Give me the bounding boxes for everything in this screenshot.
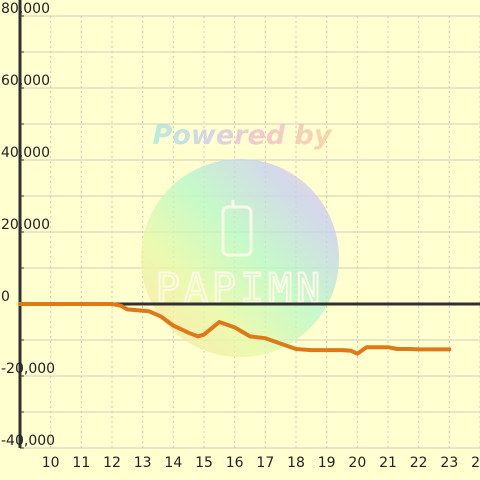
x-tick-label: 23 (440, 455, 458, 471)
y-tick-label: 80,000 (1, 1, 50, 17)
x-tick-label: 24 (471, 455, 480, 471)
series-line-1 (18, 302, 452, 356)
series-layer (18, 302, 452, 356)
x-tick-label: 21 (379, 455, 397, 471)
x-tick-label: 14 (164, 455, 182, 471)
y-tick-label: 0 (1, 289, 10, 305)
tick-labels: 80,000 60,000 40,000 20,000 0 -20,000 -40,000 1… (1, 1, 480, 471)
x-tick-label: 18 (287, 455, 305, 471)
x-tick-label: 19 (318, 455, 336, 471)
x-tick-label: 15 (195, 455, 213, 471)
y-tick-label: 60,000 (1, 73, 50, 89)
watermark-circle (141, 159, 339, 357)
y-tick-label: -40,000 (1, 433, 55, 449)
y-tick-label: -20,000 (1, 361, 55, 377)
x-tick-label: 17 (256, 455, 274, 471)
x-tick-label: 12 (103, 455, 121, 471)
y-tick-label: 40,000 (1, 145, 50, 161)
x-tick-label: 20 (348, 455, 366, 471)
x-tick-label: 13 (134, 455, 152, 471)
y-tick-label: 20,000 (1, 217, 50, 233)
x-tick-label: 22 (410, 455, 428, 471)
x-tick-label: 16 (226, 455, 244, 471)
phone-icon (221, 200, 253, 257)
watermark-title: Powered by (153, 120, 333, 151)
watermark: Powered by PAPIMN (141, 120, 339, 357)
x-tick-label: 11 (72, 455, 90, 471)
x-tick-label: 10 (42, 455, 60, 471)
